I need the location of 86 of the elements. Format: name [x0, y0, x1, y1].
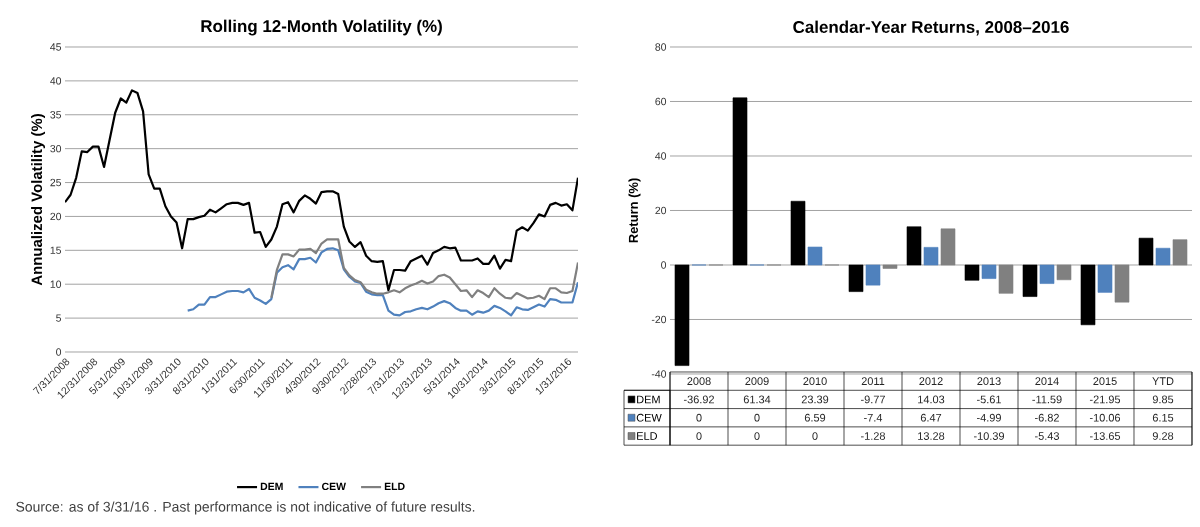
x-tick-label: 2010 [803, 377, 827, 386]
y-tick-label: 10 [50, 280, 62, 288]
y-axis-title: Annualized Volatility (%) [31, 114, 46, 286]
bar [1097, 264, 1113, 293]
y-axis-title: Return (%) [628, 178, 641, 243]
data-label: 0 [754, 432, 760, 440]
data-label: 6.47 [920, 413, 942, 422]
bar [848, 264, 864, 292]
y-tick-label: 40 [50, 77, 62, 85]
x-tick-label: YTD [1152, 377, 1174, 385]
chart-title: Calendar-Year Returns, 2008–2016 [793, 20, 1069, 36]
y-tick-label: 0 [56, 348, 62, 356]
bar [1022, 264, 1038, 297]
y-tick-label: 60 [655, 97, 667, 106]
x-tick-label: 2015 [1093, 377, 1117, 386]
y-tick-label: 5 [56, 314, 62, 322]
y-tick-label: 35 [50, 111, 62, 119]
legend-label: CEW [321, 482, 346, 491]
y-tick-label: 15 [50, 246, 62, 254]
data-label: -4.99 [977, 413, 1001, 422]
legend-label: ELD [384, 482, 405, 490]
y-tick-label: 25 [50, 178, 62, 187]
bar [674, 264, 690, 366]
data-label: -1.28 [861, 432, 886, 440]
data-label: -36.92 [683, 395, 714, 404]
data-label: 0 [812, 432, 818, 440]
bar [1138, 237, 1154, 266]
bar [1039, 264, 1055, 284]
bar [1155, 247, 1171, 266]
data-label: 14.03 [918, 395, 945, 404]
data-label: -11.59 [1032, 395, 1062, 404]
bar [865, 264, 881, 286]
y-tick-label: 45 [50, 43, 62, 51]
data-label: -10.39 [973, 432, 1005, 440]
legend-label: DEM [260, 482, 283, 490]
x-tick-label: 2014 [1035, 377, 1059, 386]
data-label: -9.77 [861, 395, 885, 404]
y-tick-label: 40 [655, 152, 667, 160]
bar [882, 264, 898, 269]
data-label: 23.39 [801, 395, 829, 404]
x-tick-label: 2012 [919, 377, 943, 386]
bar [1080, 264, 1096, 326]
bar [1172, 239, 1188, 266]
x-tick-label: 2013 [977, 377, 1001, 386]
data-label: -6.82 [1035, 413, 1059, 422]
data-label: 0 [696, 413, 702, 422]
bar [998, 264, 1014, 294]
y-tick-label: 30 [50, 144, 62, 153]
data-label: 61.34 [743, 395, 771, 404]
bar [981, 264, 997, 279]
bar [923, 247, 939, 266]
data-label: 9.85 [1152, 395, 1174, 404]
legend-label: CEW [636, 413, 662, 422]
bar [1114, 264, 1130, 303]
y-tick-label: 20 [50, 212, 62, 221]
bar [1056, 264, 1072, 281]
x-tick-label: 2011 [861, 377, 885, 386]
y-tick-label: -20 [651, 315, 667, 324]
source-note: Source: as of 3/31/16 . Past performance is not indicative of future results. [16, 501, 475, 515]
data-label: 9.28 [1152, 432, 1174, 440]
bar [732, 97, 748, 266]
data-label: -21.95 [1089, 395, 1121, 404]
data-label: -5.43 [1035, 432, 1059, 440]
bar [940, 228, 956, 266]
legend-label: ELD [637, 432, 657, 440]
data-label: 6.59 [804, 413, 826, 422]
bar [964, 264, 980, 281]
data-label: -13.65 [1089, 432, 1121, 440]
y-tick-label: 80 [655, 43, 667, 51]
bar [906, 226, 922, 266]
y-tick-label: -40 [651, 370, 667, 378]
chart-title: Rolling 12-Month Volatility (%) [201, 19, 442, 36]
x-tick-label: 2008 [687, 377, 711, 386]
legend-label: DEM [637, 395, 660, 404]
bar [790, 200, 806, 266]
data-label: -10.06 [1089, 413, 1121, 422]
y-tick-label: 0 [661, 261, 667, 269]
data-label: -7.4 [864, 413, 883, 422]
data-label: 0 [696, 432, 702, 440]
data-label: -5.61 [977, 395, 1001, 404]
data-label: 0 [754, 413, 760, 422]
x-tick-label: 2009 [745, 377, 769, 386]
data-label: 6.15 [1152, 413, 1174, 422]
data-label: 13.28 [918, 432, 945, 440]
y-tick-label: 20 [655, 206, 667, 215]
bar [807, 246, 823, 266]
